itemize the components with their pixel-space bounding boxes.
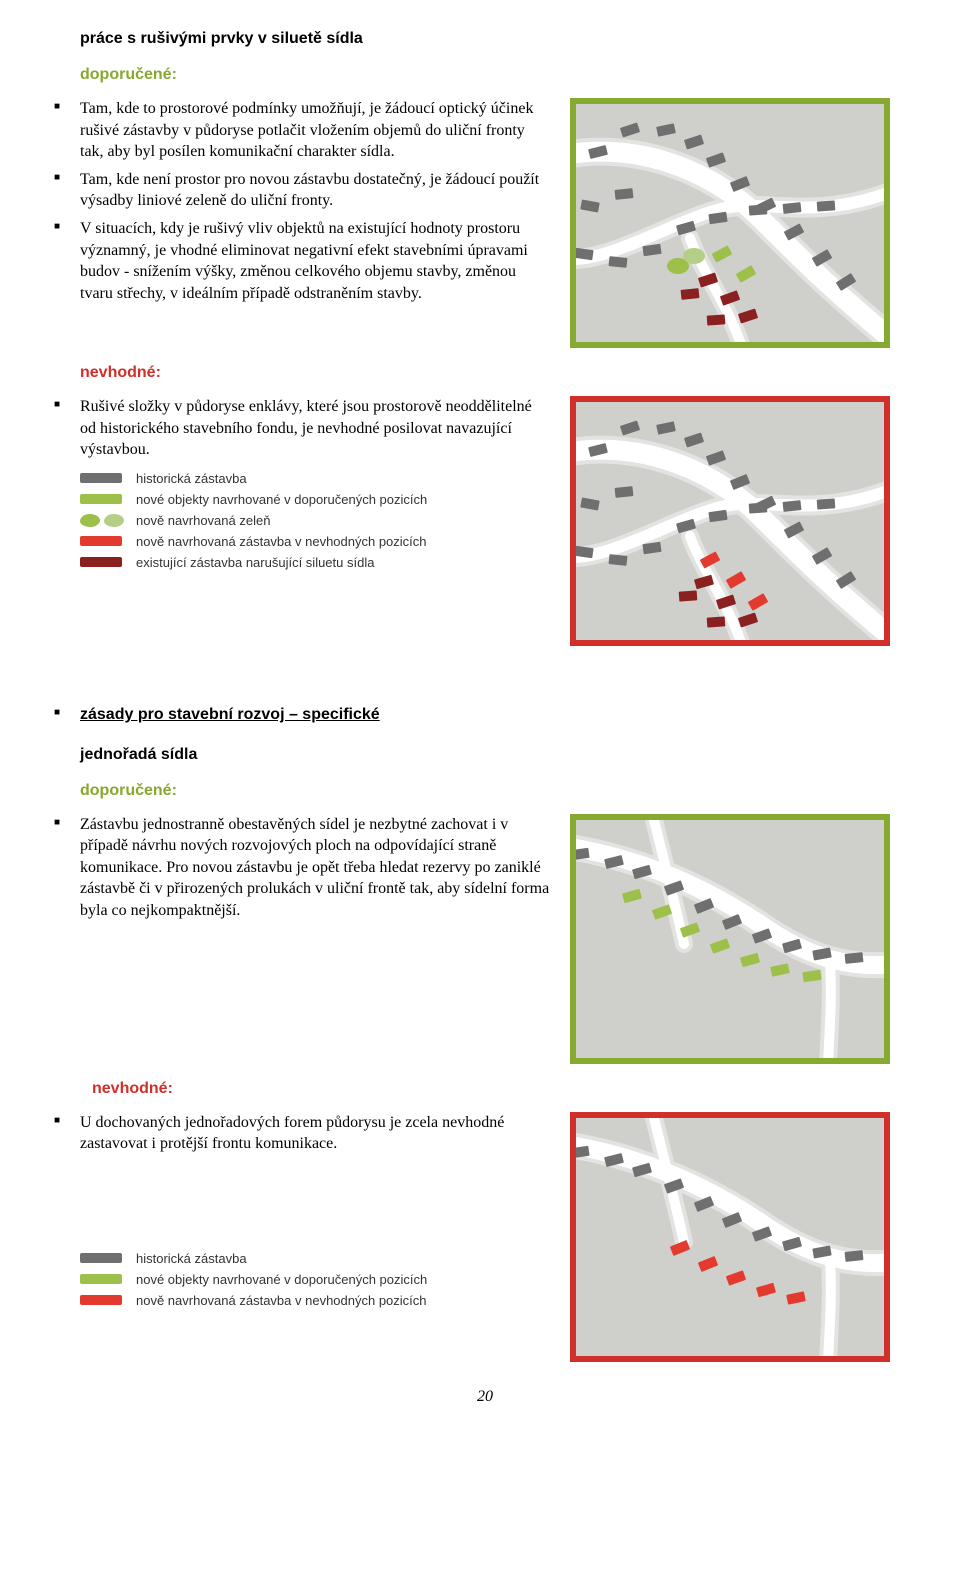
recommended-list-2: Zástavbu jednostranně obestavěných sídel… bbox=[54, 814, 550, 922]
legend-2: historická zástavba nové objekty navrhova… bbox=[80, 1251, 550, 1308]
legend-row: nové objekty navrhované v doporučených p… bbox=[80, 1272, 550, 1287]
legend-swatch bbox=[80, 557, 126, 567]
not-recommended-label-2: nevhodné: bbox=[92, 1080, 890, 1098]
recommended-label-2: doporučené: bbox=[80, 782, 890, 800]
legend-label: existující zástavba narušující siluetu s… bbox=[136, 555, 374, 570]
recommended-label-1: doporučené: bbox=[80, 66, 890, 84]
legend-label: nové objekty navrhované v doporučených p… bbox=[136, 1272, 427, 1287]
bullet-item: Zástavbu jednostranně obestavěných sídel… bbox=[54, 814, 550, 922]
legend-swatch bbox=[80, 536, 126, 546]
legend-swatch bbox=[80, 1295, 126, 1305]
legend-row: historická zástavba bbox=[80, 1251, 550, 1266]
map-recommended-2 bbox=[570, 814, 890, 1064]
legend-label: historická zástavba bbox=[136, 471, 247, 486]
legend-swatch bbox=[80, 1274, 126, 1284]
legend-row: nově navrhovaná zeleň bbox=[80, 513, 550, 528]
bullet-item: Tam, kde to prostorové podmínky umožňují… bbox=[54, 98, 550, 163]
bullet-item: V situacích, kdy je rušivý vliv objektů … bbox=[54, 218, 550, 304]
legend-swatch bbox=[80, 514, 126, 527]
legend-label: nově navrhovaná zeleň bbox=[136, 513, 270, 528]
map-recommended-1 bbox=[570, 98, 890, 348]
bullet-item: Tam, kde není prostor pro novou zástavbu… bbox=[54, 169, 550, 212]
not-recommended-list-1: Rušivé složky v půdoryse enklávy, které … bbox=[54, 396, 550, 461]
bullet-item: Rušivé složky v půdoryse enklávy, které … bbox=[54, 396, 550, 461]
legend-swatch bbox=[80, 473, 126, 483]
legend-1: historická zástavba nové objekty navrhova… bbox=[80, 471, 550, 570]
map-not-recommended-1 bbox=[570, 396, 890, 646]
section-heading-text: zásady pro stavební rozvoj – specifické bbox=[80, 706, 380, 723]
page-number: 20 bbox=[80, 1388, 890, 1406]
legend-swatch bbox=[80, 1253, 126, 1263]
legend-label: nově navrhovaná zástavba v nevhodných po… bbox=[136, 1293, 427, 1308]
recommended-list-1: Tam, kde to prostorové podmínky umožňují… bbox=[54, 98, 550, 304]
bullet-item: U dochovaných jednořadových forem půdory… bbox=[54, 1112, 550, 1155]
legend-label: historická zástavba bbox=[136, 1251, 247, 1266]
legend-label: nové objekty navrhované v doporučených p… bbox=[136, 492, 427, 507]
not-recommended-list-2: U dochovaných jednořadových forem půdory… bbox=[54, 1112, 550, 1155]
legend-row: historická zástavba bbox=[80, 471, 550, 486]
legend-row: nové objekty navrhované v doporučených p… bbox=[80, 492, 550, 507]
subheading-single-row: jednořadá sídla bbox=[80, 746, 890, 764]
legend-row: nově navrhovaná zástavba v nevhodných po… bbox=[80, 1293, 550, 1308]
section-title-disruptive: práce s rušivými prvky v siluetě sídla bbox=[80, 30, 890, 48]
map-not-recommended-2 bbox=[570, 1112, 890, 1362]
legend-label: nově navrhovaná zástavba v nevhodných po… bbox=[136, 534, 427, 549]
legend-row: nově navrhovaná zástavba v nevhodných po… bbox=[80, 534, 550, 549]
not-recommended-label-1: nevhodné: bbox=[80, 364, 890, 382]
legend-row: existující zástavba narušující siluetu s… bbox=[80, 555, 550, 570]
legend-swatch bbox=[80, 494, 126, 504]
section-heading-development: zásady pro stavební rozvoj – specifické bbox=[54, 704, 890, 726]
